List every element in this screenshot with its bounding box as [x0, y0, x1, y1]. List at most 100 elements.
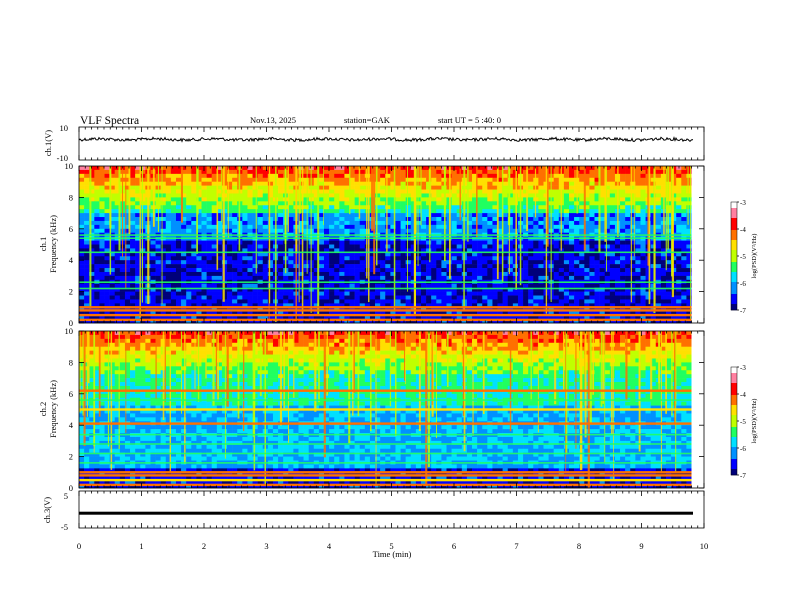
spec-cell — [563, 311, 570, 316]
spec-cell — [415, 271, 422, 277]
spec-cell — [114, 256, 121, 261]
spec-cell — [104, 291, 110, 296]
spec-cell — [329, 181, 335, 186]
spec-cell — [655, 197, 662, 202]
spec-cell — [589, 311, 595, 316]
spec-cell — [124, 220, 131, 226]
spec-cell — [415, 220, 422, 226]
spec-cell — [441, 268, 447, 273]
spec-cell — [288, 303, 294, 308]
spec-cell — [472, 244, 478, 249]
spec-cell — [681, 256, 687, 261]
spec-cell — [334, 303, 340, 308]
spec-cell — [650, 173, 657, 179]
spec-cell — [247, 181, 253, 186]
spec-cell — [267, 275, 274, 281]
spec-cell — [181, 173, 187, 179]
spec-cell — [609, 252, 616, 257]
spec-cell — [604, 209, 611, 214]
spec-cell — [528, 315, 534, 320]
spec-cell — [456, 268, 463, 273]
spec-cell — [262, 268, 269, 273]
spec-cell — [150, 244, 156, 249]
spec-cell — [369, 303, 376, 308]
spec-cell — [584, 248, 590, 253]
spec-cell — [196, 224, 202, 230]
spec-cell — [589, 315, 595, 320]
colorbar-segment — [731, 302, 737, 305]
spec-cell — [324, 287, 330, 292]
spec-cell — [482, 268, 488, 273]
spec-cell — [472, 209, 478, 214]
spec-cell — [599, 169, 606, 175]
spec-cell — [410, 260, 417, 265]
spec-cell — [497, 185, 503, 190]
spec-cell — [364, 181, 371, 186]
spec-cell — [579, 299, 585, 304]
spec-cell — [349, 264, 355, 269]
spec-cell — [650, 244, 657, 249]
spec-cell — [533, 248, 539, 253]
spec-cell — [267, 228, 274, 234]
spec-cell — [604, 240, 611, 245]
spec-cell — [385, 264, 391, 269]
spec-cell — [487, 315, 493, 320]
spec-cell — [135, 299, 141, 304]
spec-cell — [594, 295, 600, 300]
spec-cell — [507, 224, 514, 230]
spec-cell — [609, 275, 616, 281]
spec-cell — [186, 197, 192, 202]
spec-cell — [620, 197, 626, 202]
spec-cell — [89, 291, 95, 296]
spec-cell — [211, 209, 218, 214]
spec-cell — [579, 177, 585, 182]
spec-cell — [410, 244, 417, 249]
spec-cell — [492, 268, 498, 273]
spec-cell — [415, 173, 422, 179]
spec-cell — [232, 315, 238, 320]
spec-cell — [298, 268, 304, 273]
spec-cell — [400, 268, 406, 273]
spec-cell — [533, 252, 539, 257]
spec-cell — [165, 315, 172, 320]
spec-cell — [451, 287, 457, 292]
medium-band — [79, 281, 692, 283]
spec-cell — [620, 264, 626, 269]
spec-cell — [262, 315, 269, 320]
spec-cell — [278, 173, 284, 179]
spec-cell — [186, 209, 192, 214]
spec-cell — [400, 252, 406, 257]
spec-cell — [528, 264, 534, 269]
spec-cell — [410, 287, 417, 292]
spec-cell — [252, 315, 258, 320]
spec-cell — [165, 248, 172, 253]
spec-cell — [186, 252, 192, 257]
spec-cell — [201, 220, 207, 226]
spec-cell — [216, 201, 223, 206]
sferic-streak — [630, 166, 632, 303]
spec-cell — [614, 291, 621, 296]
spec-cell — [318, 166, 325, 171]
spec-cell — [298, 209, 304, 214]
spec-cell — [298, 205, 304, 210]
spec-cell — [635, 299, 641, 304]
sferic-streak — [663, 166, 665, 235]
spec-cell — [170, 287, 177, 292]
spec-cell — [114, 291, 121, 296]
spec-cell — [451, 173, 457, 179]
spec-cell — [344, 173, 350, 179]
spec-cell — [630, 166, 636, 171]
spec-cell — [247, 248, 253, 253]
spec-cell — [196, 264, 202, 269]
spec-cell — [655, 220, 662, 226]
spec-cell — [497, 224, 503, 230]
spec-cell — [278, 177, 284, 182]
spec-cell — [507, 220, 514, 226]
spec-cell — [614, 287, 621, 292]
spec-cell — [267, 197, 274, 202]
spec-cell — [426, 169, 432, 175]
spec-cell — [339, 224, 345, 230]
spec-cell — [242, 240, 248, 245]
spec-cell — [334, 205, 340, 210]
spec-cell — [354, 193, 361, 198]
